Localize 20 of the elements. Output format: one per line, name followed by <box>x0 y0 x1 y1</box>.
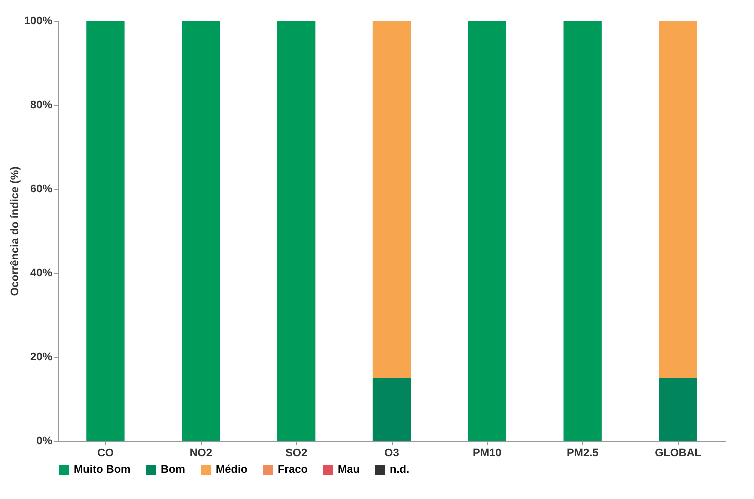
legend-label: n.d. <box>390 464 410 476</box>
legend-label: Muito Bom <box>74 464 132 476</box>
x-tick-label: CO <box>97 448 114 460</box>
y-tick-label: 20% <box>30 352 53 364</box>
y-axis-title: Ocorrência do índice (%) <box>9 166 22 296</box>
y-tick-label: 0% <box>36 436 53 448</box>
x-tick-label: GLOBAL <box>655 448 702 460</box>
x-tick-label: PM10 <box>473 448 502 460</box>
y-tick-label: 40% <box>30 268 53 280</box>
x-tick-label: PM2.5 <box>566 448 599 460</box>
legend-label: Bom <box>161 464 186 476</box>
y-tick-label: 80% <box>30 100 53 112</box>
x-tick-label: SO2 <box>286 448 308 460</box>
y-tick-label: 100% <box>24 16 53 28</box>
y-tick-label: 60% <box>30 184 53 196</box>
x-tick-label: O3 <box>384 448 400 460</box>
legend-label: Mau <box>338 464 360 476</box>
legend-label: Médio <box>216 464 248 476</box>
legend-label: Fraco <box>278 464 308 476</box>
x-tick-label: NO2 <box>190 448 212 460</box>
